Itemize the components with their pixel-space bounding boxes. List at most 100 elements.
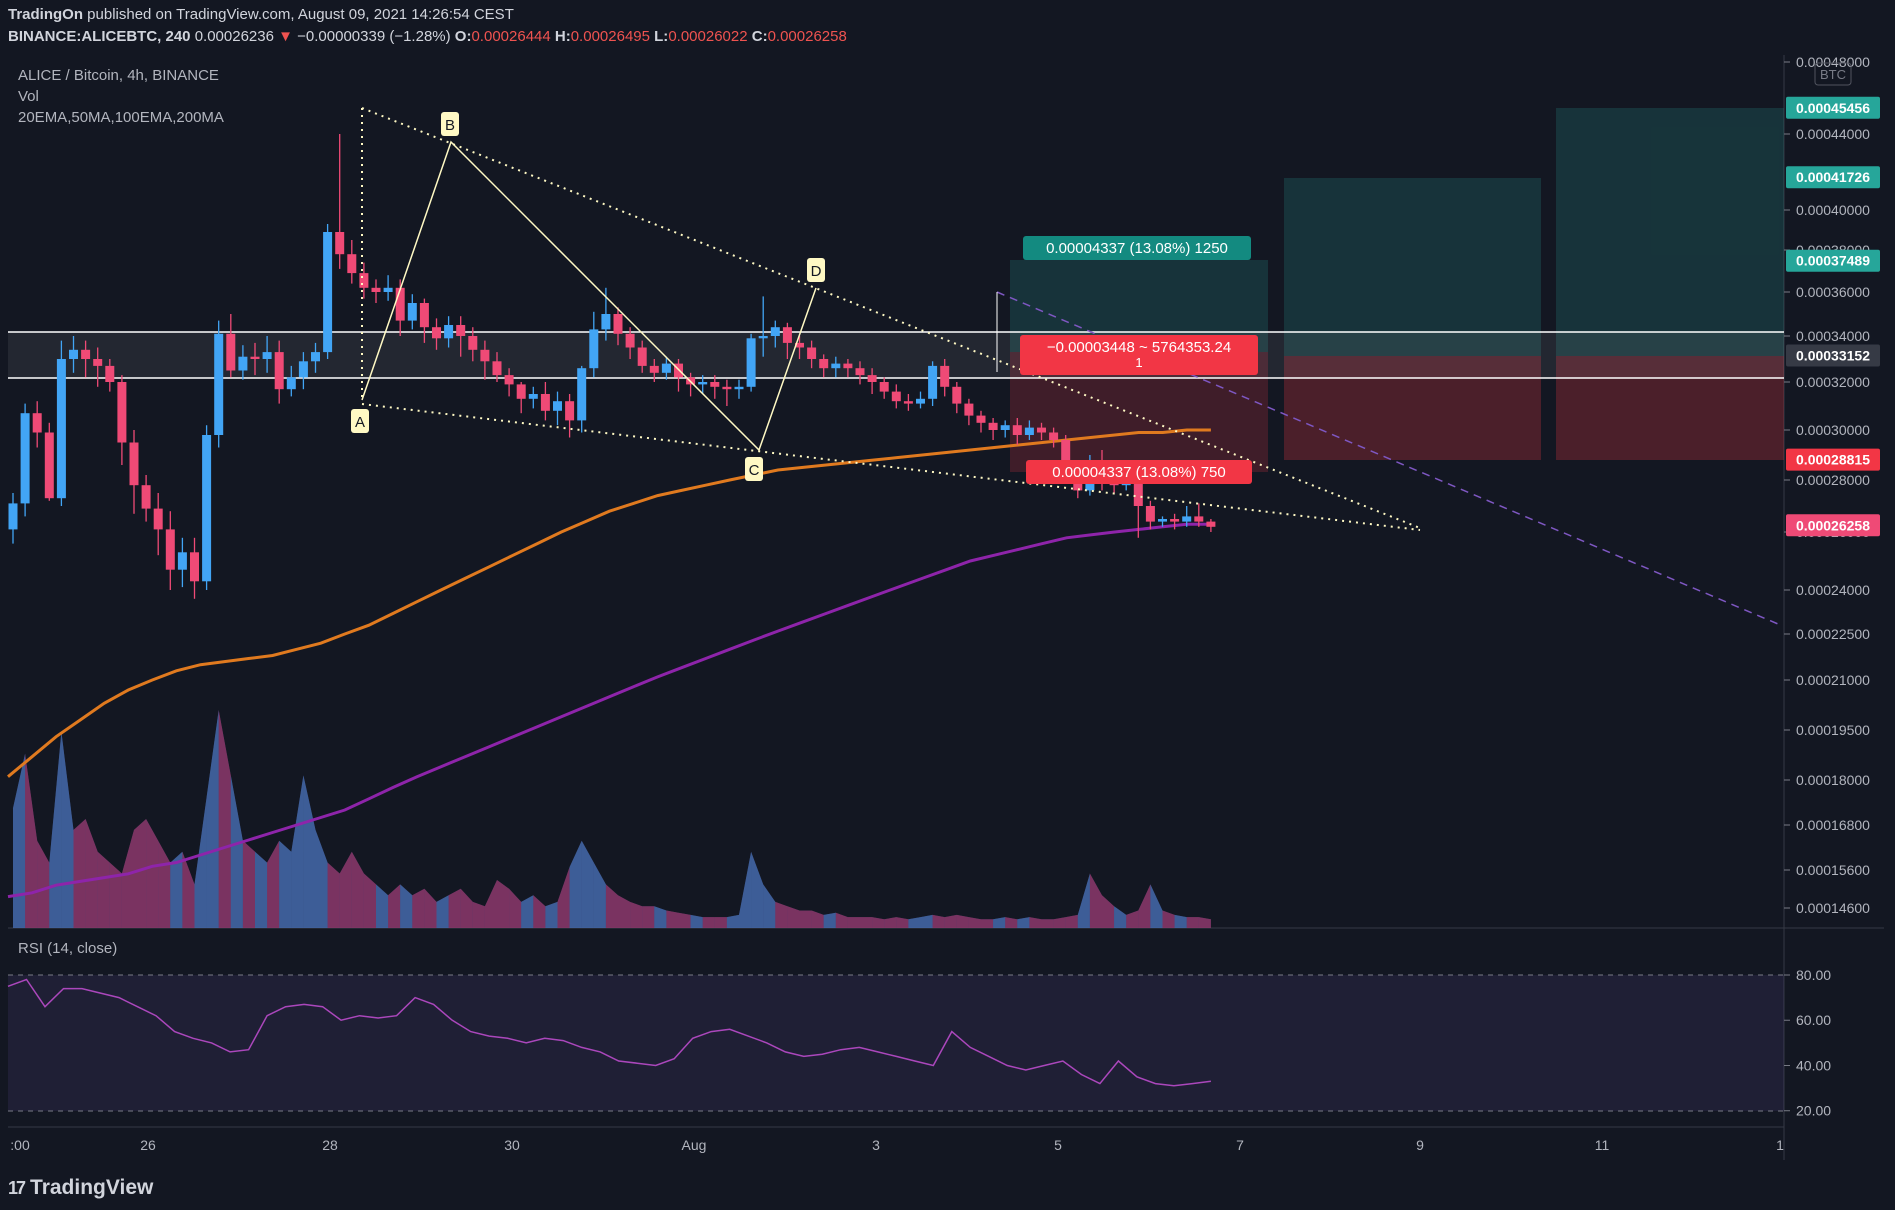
volume-segment xyxy=(460,888,473,928)
measure-label: −0.00003448 ~ 5764353.24 1 xyxy=(1020,335,1258,375)
high-value: 0.00026495 xyxy=(570,28,650,45)
rsi-legend[interactable]: RSI (14, close) xyxy=(18,940,118,957)
candle-body xyxy=(1012,425,1022,435)
candle-body xyxy=(81,349,91,359)
price-tick-label: 0.00015600 xyxy=(1796,862,1870,878)
volume-segment xyxy=(376,884,389,928)
target-label-text: 0.00004337 (13.08%) 1250 xyxy=(1046,240,1228,257)
volume-segment xyxy=(763,884,776,928)
volume-segment xyxy=(279,840,292,928)
candle-body xyxy=(311,352,320,362)
candle-body xyxy=(407,303,417,321)
chart-title[interactable]: ALICE / Bitcoin, 4h, BINANCE xyxy=(18,67,219,84)
candle-body xyxy=(1145,506,1155,522)
volume-segment xyxy=(327,862,340,928)
candle-body xyxy=(1206,521,1216,527)
moving-averages xyxy=(7,428,1211,899)
volume-segment xyxy=(170,851,183,928)
volume-segment xyxy=(593,862,606,928)
volume-segment xyxy=(618,895,631,928)
candle-body xyxy=(928,365,938,399)
low-value: 0.00026022 xyxy=(668,28,748,45)
volume-segment xyxy=(690,914,703,928)
candle-body xyxy=(637,347,647,366)
candle-body xyxy=(964,403,974,416)
volume-segment xyxy=(509,888,522,928)
candle-body xyxy=(238,356,248,371)
price-label-text: 0.00041726 xyxy=(1796,169,1870,185)
candle-body xyxy=(1170,519,1180,522)
last-price: 0.00026236 xyxy=(194,28,274,45)
time-tick-label: 1 xyxy=(1776,1137,1784,1153)
volume-segment xyxy=(678,912,691,928)
candle-body xyxy=(1049,432,1059,440)
volume-segment xyxy=(1126,910,1139,928)
tradingview-logo[interactable]: 17 TradingView xyxy=(8,1176,153,1200)
candle-body xyxy=(867,375,877,382)
price-label-text: 0.00037489 xyxy=(1796,253,1870,269)
candle-body xyxy=(262,352,272,359)
price-label-badge xyxy=(1786,514,1880,537)
volume-segment xyxy=(1005,917,1018,928)
volume-segment xyxy=(49,731,62,928)
pattern-point-b: B xyxy=(445,117,455,134)
candle-body xyxy=(746,338,756,387)
volume-segment xyxy=(484,880,497,928)
volume-segment xyxy=(255,851,268,928)
volume-segment xyxy=(388,884,401,928)
pattern-point-badge xyxy=(351,409,369,433)
volume-legend[interactable]: Vol xyxy=(18,88,39,105)
candle-body xyxy=(940,365,950,387)
candle-body xyxy=(1024,427,1034,435)
tradingview-brand: TradingView xyxy=(30,1176,154,1199)
volume-segment xyxy=(714,917,727,928)
published-text: published on TradingView.com, August 09,… xyxy=(87,6,514,23)
time-tick-label: 26 xyxy=(140,1137,156,1153)
price-tick-label: 0.00014600 xyxy=(1796,900,1870,916)
candle-body xyxy=(323,232,333,353)
price-tick-label: 0.00022500 xyxy=(1796,626,1870,642)
abcd-pattern[interactable] xyxy=(361,107,1421,531)
price-tick-label: 0.00021000 xyxy=(1796,672,1870,688)
volume-segment xyxy=(436,895,449,928)
pattern-point-c: C xyxy=(749,462,760,479)
close-label: C: xyxy=(751,28,768,45)
time-axis[interactable]: :00 26 28 30 Aug 3 5 7 9 11 1 xyxy=(10,1137,1784,1153)
time-tick-label: 30 xyxy=(504,1137,520,1153)
volume-segment xyxy=(1150,884,1163,928)
price-label-text: 0.00026258 xyxy=(1796,517,1870,533)
candle-body xyxy=(807,347,817,359)
currency-badge[interactable]: BTC xyxy=(1814,62,1852,86)
price-tick-label: 0.00030000 xyxy=(1796,422,1870,438)
candle-body xyxy=(468,336,478,350)
volume-segment xyxy=(73,819,86,928)
volume-segment xyxy=(424,888,437,928)
rsi-band xyxy=(8,975,1784,1111)
candle-body xyxy=(190,552,199,582)
publisher-name[interactable]: TradingOn xyxy=(8,6,83,23)
volume-segment xyxy=(97,851,110,928)
volume-segment xyxy=(557,866,570,928)
volume-segment xyxy=(581,840,594,928)
price-label-badge xyxy=(1786,166,1880,189)
candle-body xyxy=(286,377,296,390)
volume-segment xyxy=(521,895,534,928)
volume-segment xyxy=(726,914,739,928)
ohlc-header: BINANCE:ALICEBTC, 240 0.00026236 ▼ −0.00… xyxy=(8,28,847,45)
price-tick-label: 0.00044000 xyxy=(1796,126,1870,142)
stop-zone-3 xyxy=(1556,356,1784,460)
ma-legend[interactable]: 20EMA,50MA,100EMA,200MA xyxy=(18,109,224,126)
candle-body xyxy=(117,382,127,443)
volume-segment xyxy=(351,851,364,928)
resistance-zone xyxy=(8,332,1784,378)
open-value: 0.00026444 xyxy=(471,28,551,45)
volume-segment xyxy=(291,775,304,928)
candle-body xyxy=(105,365,115,382)
volume-segment xyxy=(303,775,316,928)
candle-body xyxy=(758,336,768,339)
time-tick-label: :00 xyxy=(10,1137,30,1153)
volume-segment xyxy=(920,914,933,928)
candle-body xyxy=(976,415,986,423)
candle-body xyxy=(734,386,744,390)
